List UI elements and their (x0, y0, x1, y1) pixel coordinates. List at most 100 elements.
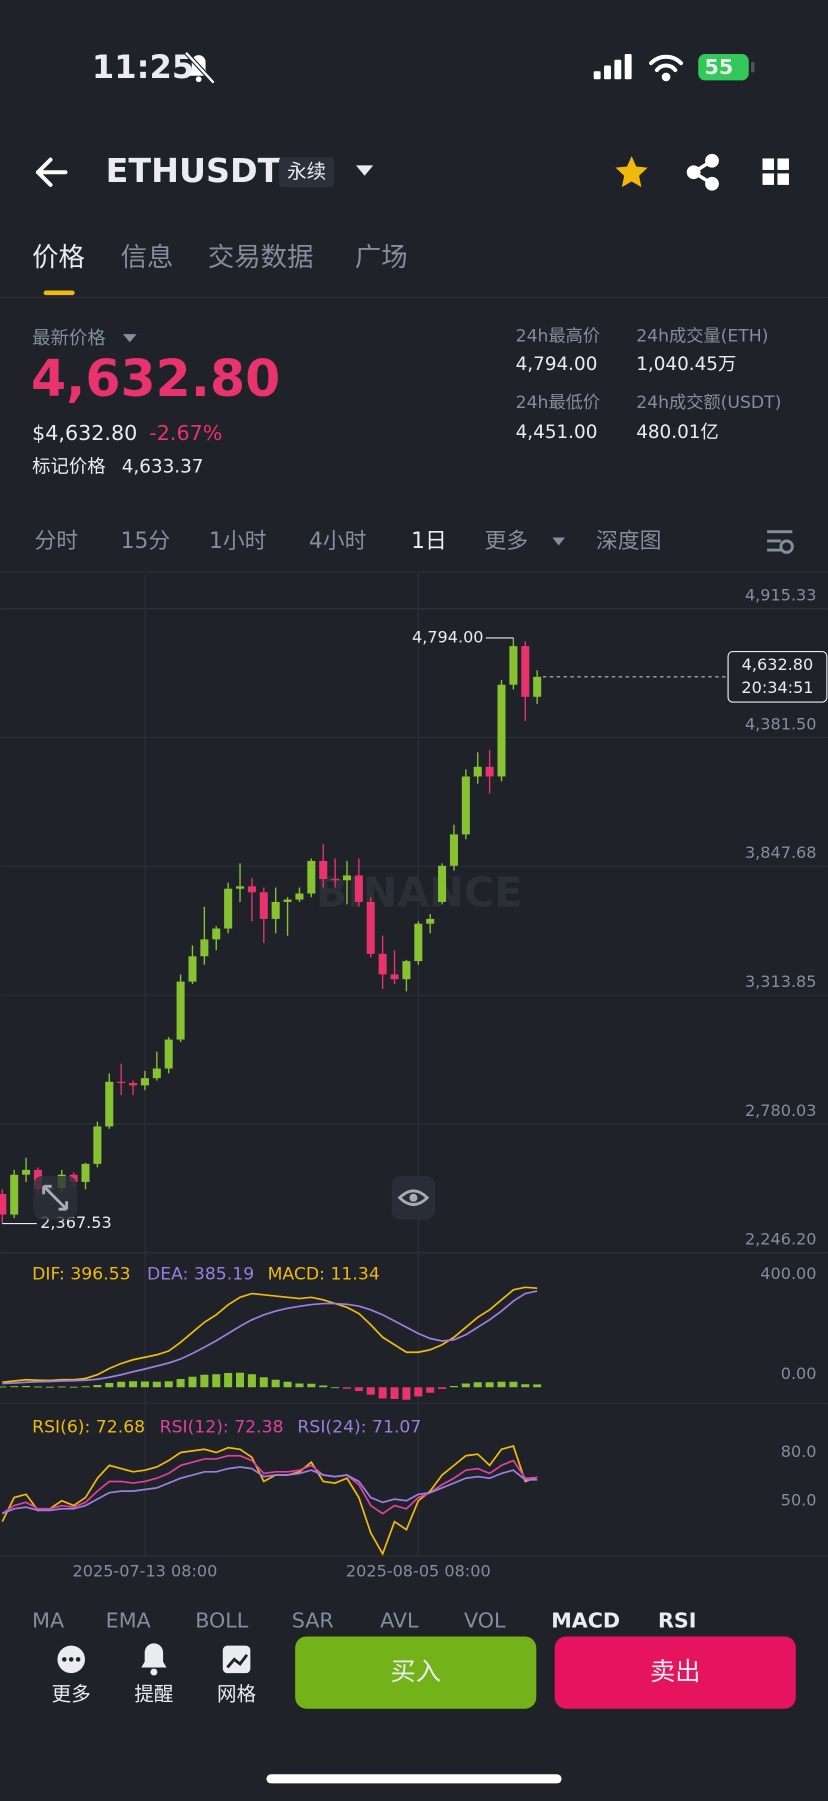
macd-bar (176, 1378, 185, 1388)
action-label[interactable]: 更多 (52, 1683, 91, 1706)
legend-entry: RSI(24): 71.07 (297, 1417, 421, 1437)
macd-bar (426, 1387, 435, 1393)
layout-button[interactable] (762, 158, 789, 185)
legend-value: 72.68 (96, 1417, 145, 1437)
tab[interactable]: 交易数据 (208, 242, 314, 273)
tab[interactable]: 价格 (32, 242, 85, 273)
candle-body (473, 766, 482, 777)
candle-body (426, 918, 435, 924)
candle-body (129, 1083, 138, 1086)
grid-icon[interactable] (222, 1645, 251, 1674)
favorite-button[interactable] (615, 156, 648, 188)
macd-bar (140, 1381, 149, 1388)
legend-entry: MACD: 11.34 (268, 1265, 380, 1285)
macd-bar (236, 1372, 245, 1388)
candle-body (10, 1174, 19, 1215)
symbol[interactable]: ETHUSDT (106, 151, 281, 190)
y-tick-label: 3,847.68 (745, 843, 817, 862)
legend-entry: DIF: 396.53 (32, 1265, 130, 1285)
buy-button[interactable] (295, 1636, 537, 1709)
macd-bar (259, 1377, 268, 1388)
interval[interactable]: 1日 (411, 529, 447, 554)
sell-label[interactable]: 卖出 (650, 1657, 701, 1686)
candle-body (22, 1169, 31, 1175)
contract-type: 永续 (287, 160, 326, 183)
macd-bar (342, 1387, 352, 1389)
stat-label: 24h最高价 (516, 326, 600, 346)
macd-bar (402, 1387, 411, 1400)
macd-line (2, 1290, 538, 1385)
battery-icon (698, 53, 755, 81)
macd-bar (414, 1387, 423, 1397)
macd-bar (224, 1372, 233, 1388)
chart-settings-button[interactable] (767, 530, 794, 554)
price-type-dropdown[interactable] (122, 334, 137, 343)
x-tick-label: 2025-07-13 08:00 (73, 1562, 218, 1581)
interval[interactable]: 更多 (485, 529, 529, 554)
active-tab-indicator (43, 290, 75, 296)
legend-value: 72.38 (234, 1417, 283, 1437)
candle-body (200, 939, 209, 957)
legend-entry: RSI(6): 72.68 (32, 1417, 145, 1437)
macd-bar (81, 1386, 90, 1388)
rsi-line (1, 1445, 538, 1556)
y-tick-label: 80.0 (781, 1442, 817, 1461)
candle-body (319, 860, 328, 880)
alert-icon[interactable] (141, 1643, 167, 1676)
candle-body (247, 886, 256, 893)
mark-price-label: 标记价格 (32, 456, 105, 477)
fullscreen-button[interactable] (33, 1175, 77, 1220)
stat-value: 4,451.00 (516, 422, 598, 443)
interval[interactable]: 4小时 (309, 529, 366, 554)
back-button[interactable] (35, 157, 68, 187)
interval[interactable]: 深度图 (596, 529, 661, 554)
candle-body (449, 834, 458, 866)
last-price-label: 最新价格 (32, 328, 105, 349)
macd-bar (319, 1385, 328, 1388)
macd-bar (164, 1381, 173, 1388)
macd-bar (449, 1385, 458, 1388)
rsi-line (1, 1466, 538, 1515)
candle-body (533, 676, 542, 697)
candle-body (295, 893, 304, 900)
share-button[interactable] (686, 153, 719, 191)
tab[interactable]: 广场 (355, 242, 408, 273)
y-tick-label: 4,381.50 (745, 714, 817, 733)
candle-body (414, 923, 423, 962)
macd-bar (295, 1383, 304, 1388)
sell-button[interactable] (554, 1636, 796, 1709)
stat-value: 480.01亿 (636, 422, 719, 443)
signal-icon (593, 53, 632, 80)
battery-level: 55 (705, 55, 734, 79)
interval[interactable]: 15分 (121, 529, 171, 554)
candle-body (354, 875, 363, 902)
candle-body (176, 981, 185, 1040)
more-icon[interactable] (57, 1645, 85, 1674)
buy-label[interactable]: 买入 (390, 1657, 441, 1686)
legend-value: 396.53 (70, 1265, 130, 1285)
symbol-dropdown[interactable] (356, 165, 374, 176)
clock: 11:25 (92, 48, 194, 86)
mute-icon (184, 51, 216, 85)
candle-body (438, 865, 447, 902)
action-label[interactable]: 提醒 (134, 1683, 173, 1706)
macd-bar (283, 1381, 292, 1388)
last-price: 4,632.80 (31, 349, 280, 408)
stat-label: 24h成交额(USDT) (636, 393, 781, 413)
contract-tag (279, 157, 335, 188)
tab[interactable]: 信息 (121, 242, 174, 273)
candle-body (331, 879, 340, 881)
legend-entry: DEA: 385.19 (147, 1265, 254, 1285)
visibility-button[interactable] (391, 1175, 436, 1220)
candle-body (236, 886, 245, 889)
macd-bar (200, 1374, 209, 1388)
interval[interactable]: 分时 (34, 529, 78, 554)
candle-body (378, 953, 387, 975)
macd-bar (497, 1381, 506, 1388)
interval[interactable]: 1小时 (209, 529, 266, 554)
macd-bar (485, 1382, 494, 1388)
more-dropdown[interactable] (552, 537, 566, 546)
action-label[interactable]: 网格 (217, 1683, 257, 1706)
legend-value: 11.34 (330, 1265, 379, 1285)
